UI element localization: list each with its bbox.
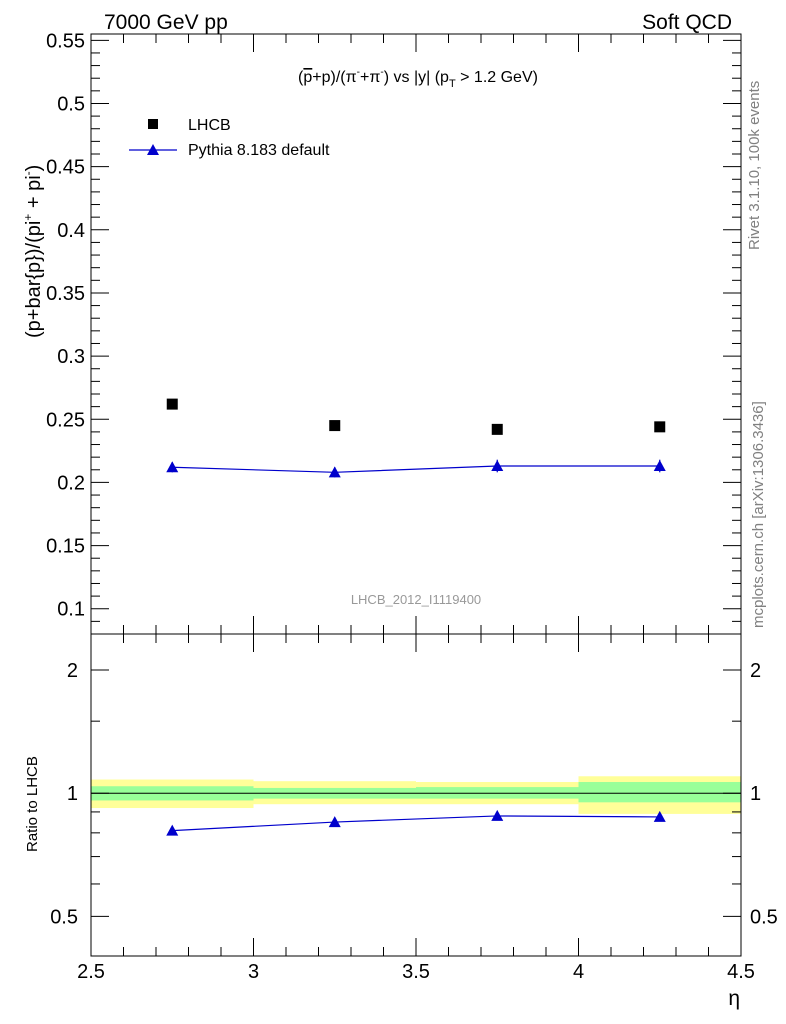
legend-marker-lhcb <box>148 119 158 129</box>
legend: LHCB Pythia 8.183 default <box>129 117 330 159</box>
ratio-ytick-label: 1 <box>67 783 78 805</box>
main-ytick-label: 0.35 <box>46 283 85 305</box>
ratio-pythia-line <box>172 815 660 832</box>
ratio-frame <box>90 633 742 957</box>
source-label: mcplots.cern.ch [arXiv:1306.3436] <box>750 401 767 628</box>
legend-marker-pythia <box>147 144 159 155</box>
main-ytick-label: 0.55 <box>46 30 85 52</box>
ratio-pythia-point <box>653 810 666 822</box>
rivet-label: Rivet 3.1.10, 100k events <box>746 81 763 250</box>
main-ytick-label: 0.2 <box>57 472 85 494</box>
pythia-line <box>172 465 660 473</box>
ratio-pythia-point <box>328 816 341 828</box>
lhcb-data-point <box>166 398 178 410</box>
lhcb-data-point <box>491 423 503 435</box>
pythia-data-point <box>328 466 341 478</box>
main-plot-title: (p+p)/(π-+π-) vs |y| (pT > 1.2 GeV) <box>298 67 538 90</box>
ratio-ytick-label: 2 <box>67 660 78 682</box>
main-ytick-label: 0.25 <box>46 409 85 431</box>
main-ytick-label: 0.15 <box>46 536 85 558</box>
main-ylabel: (p+bar{p})/(pi+ + pi-) <box>21 165 45 338</box>
ratio-band-inner <box>578 782 741 803</box>
ratio-pythia-point <box>166 824 179 836</box>
main-ytick-label: 0.4 <box>57 220 85 242</box>
pythia-data-point <box>653 460 666 471</box>
pythia-data-point <box>166 461 179 473</box>
main-ytick-label: 0.1 <box>57 599 85 621</box>
analysis-watermark: LHCB_2012_I1119400 <box>351 592 481 607</box>
main-panel: 0.1 0.15 0.2 0.25 0.3 0.35 0.4 0.45 0.5 0.55 (p+p… <box>21 30 742 635</box>
header-right-title: Soft QCD <box>642 11 732 34</box>
ratio-ytick-label-right: 0.5 <box>750 906 778 928</box>
ratio-pythia-point <box>491 809 504 821</box>
legend-label-pythia: Pythia 8.183 default <box>188 142 330 159</box>
ratio-ylabel: Ratio to LHCB <box>24 756 41 852</box>
ratio-ytick-label: 0.5 <box>50 906 78 928</box>
ratio-xtick-label: 4.5 <box>727 961 755 983</box>
ratio-xtick-label: 2.5 <box>77 961 105 983</box>
ratio-xtick-label: 4 <box>573 961 584 983</box>
legend-label-lhcb: LHCB <box>188 117 231 134</box>
main-ytick-label: 0.5 <box>57 93 85 115</box>
ratio-ytick-label-right: 2 <box>750 660 761 682</box>
lhcb-data-point <box>654 421 666 433</box>
lhcb-data-point <box>329 420 341 432</box>
pbar-symbol: p <box>303 69 312 86</box>
main-ytick-label: 0.45 <box>46 157 85 179</box>
ratio-xtick-label: 3.5 <box>402 961 430 983</box>
ratio-xtick-label: 3 <box>248 961 259 983</box>
ratio-ytick-label-right: 1 <box>750 783 761 805</box>
ratio-panel: 2.5 3 3.5 4 4.5 0.5 0.5 1 1 2 2 Ratio to LHCB η <box>24 633 778 1010</box>
pythia-data-point <box>491 460 504 471</box>
ratio-xlabel: η <box>728 987 740 1010</box>
main-ytick-label: 0.3 <box>57 346 85 368</box>
header-left-title: 7000 GeV pp <box>104 11 228 34</box>
